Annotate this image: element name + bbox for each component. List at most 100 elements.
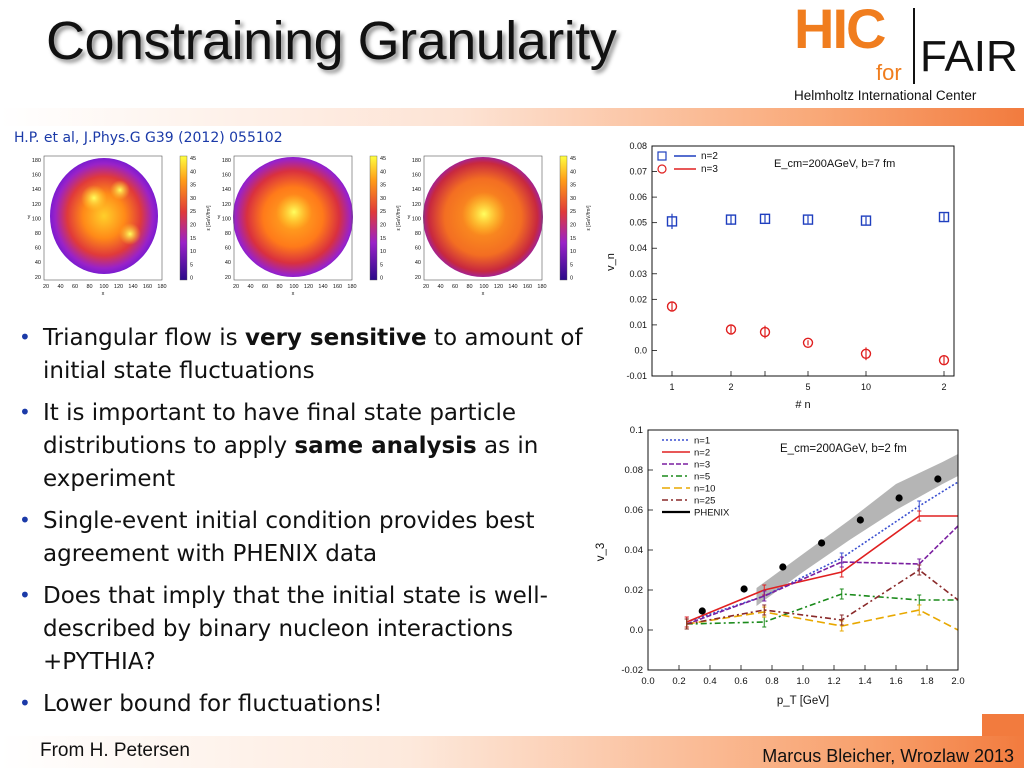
heatmap-y-tick: 180 bbox=[412, 158, 421, 164]
heatmap-hotspot bbox=[81, 185, 107, 211]
heatmap-x-tick: 140 bbox=[318, 284, 327, 290]
colorbar-tick: 10 bbox=[380, 249, 386, 255]
data-point bbox=[725, 324, 737, 335]
colorbar-tick: 5 bbox=[190, 262, 193, 268]
heatmap-hotspot bbox=[110, 180, 130, 200]
x-axis-label: # n bbox=[795, 399, 810, 411]
heatmap-y-label: y bbox=[28, 214, 31, 220]
data-point bbox=[759, 213, 771, 225]
y-tick-label: 0.02 bbox=[625, 585, 644, 596]
x-tick-label: 2 bbox=[728, 382, 733, 392]
heatmap-x-tick: 60 bbox=[262, 284, 268, 290]
phenix-data-point bbox=[698, 607, 706, 615]
x-tick-label: 0.8 bbox=[765, 676, 778, 687]
footer-source: From H. Petersen bbox=[40, 740, 190, 761]
bullet-item: • Lower bound for fluctuations! bbox=[18, 688, 598, 721]
colorbar-label: ε [GeV/fm³] bbox=[206, 205, 212, 231]
y-tick-label: 0.0 bbox=[630, 625, 643, 636]
legend-label: n=3 bbox=[701, 164, 718, 175]
x-tick-label: 1.2 bbox=[827, 676, 840, 687]
colorbar-tick: 15 bbox=[190, 236, 196, 242]
heatmap-x-tick: 120 bbox=[114, 284, 123, 290]
heatmap-hotspot bbox=[276, 194, 312, 230]
colorbar-tick: 20 bbox=[570, 223, 576, 229]
y-tick-label: 0.04 bbox=[629, 243, 647, 253]
data-point bbox=[860, 348, 872, 359]
colorbar-tick: 5 bbox=[570, 262, 573, 268]
colorbar-tick: 35 bbox=[190, 183, 196, 189]
bullet-list: • Triangular flow is very sensitive to am… bbox=[18, 322, 598, 730]
phenix-data-point bbox=[895, 494, 903, 502]
page-title: Constraining Granularity bbox=[46, 11, 617, 71]
y-tick-label: 0.03 bbox=[629, 269, 647, 279]
footer-author: Marcus Bleicher, Wrozlaw 2013 bbox=[762, 746, 1014, 766]
v3-vs-pt-chart: 0.10.080.060.040.020.0-0.020.0 0.2 0.4 0.6 0… bbox=[595, 425, 965, 707]
plot-frame bbox=[651, 145, 955, 377]
heatmap-x-tick: 80 bbox=[466, 284, 472, 290]
heatmap-frame bbox=[423, 155, 543, 281]
heatmap-x-tick: 160 bbox=[523, 284, 532, 290]
colorbar-tick: 40 bbox=[190, 169, 196, 175]
colorbar-tick: 30 bbox=[380, 196, 386, 202]
colorbar-tick: 10 bbox=[570, 249, 576, 255]
heatmap-y-tick: 100 bbox=[32, 216, 41, 222]
chart-annotation: E_cm=200AGeV, b=7 fm bbox=[774, 158, 895, 170]
heatmap-x-tick: 140 bbox=[128, 284, 137, 290]
data-point bbox=[938, 211, 950, 223]
heatmap-y-tick: 140 bbox=[32, 187, 41, 193]
data-point bbox=[802, 214, 814, 225]
colorbar-tick: 0 bbox=[190, 276, 193, 282]
bullet-item: • Does that imply that the initial state … bbox=[18, 580, 598, 679]
data-point bbox=[802, 337, 814, 348]
x-tick-label: 1 bbox=[669, 382, 674, 392]
heatmap-colorbar bbox=[559, 155, 568, 281]
header-gradient-bar bbox=[0, 108, 1024, 126]
colorbar-tick: 25 bbox=[190, 209, 196, 215]
colorbar-tick: 0 bbox=[570, 276, 573, 282]
heatmap-x-label: x bbox=[292, 291, 295, 297]
x-tick-label: 2.0 bbox=[951, 676, 964, 687]
heatmap-y-tick: 20 bbox=[35, 275, 41, 281]
y-tick-label: 0.08 bbox=[625, 465, 644, 476]
y-tick-label: 0.08 bbox=[629, 141, 647, 151]
heatmap-y-tick: 180 bbox=[32, 158, 41, 164]
legend-label: n=2 bbox=[694, 448, 710, 459]
heatmap-y-tick: 120 bbox=[32, 202, 41, 208]
heatmap-x-tick: 180 bbox=[157, 284, 166, 290]
reference-citation: H.P. et al, J.Phys.G G39 (2012) 055102 bbox=[14, 130, 283, 146]
data-point bbox=[759, 326, 771, 338]
heatmap-y-tick: 80 bbox=[35, 231, 41, 237]
heatmap-x-tick: 180 bbox=[347, 284, 356, 290]
y-tick-label: -0.02 bbox=[621, 665, 643, 676]
bullet-dot-icon: • bbox=[19, 583, 31, 607]
phenix-data-point bbox=[934, 475, 942, 483]
series-line bbox=[686, 525, 959, 625]
x-axis-label: p_T [GeV] bbox=[777, 695, 829, 707]
y-tick-label: 0.1 bbox=[630, 425, 643, 436]
logo-divider bbox=[913, 8, 915, 84]
colorbar-tick: 10 bbox=[190, 249, 196, 255]
legend-label: n=25 bbox=[694, 496, 715, 507]
y-tick-label: 0.07 bbox=[629, 167, 647, 177]
heatmap-x-tick: 140 bbox=[508, 284, 517, 290]
heatmap-x-label: x bbox=[482, 291, 485, 297]
colorbar-tick: 30 bbox=[570, 196, 576, 202]
heatmap-blob bbox=[50, 158, 158, 274]
legend-label: n=10 bbox=[694, 484, 715, 495]
legend-label: n=3 bbox=[694, 460, 710, 471]
colorbar-tick: 25 bbox=[570, 209, 576, 215]
phenix-data-point bbox=[856, 516, 864, 524]
heatmap-y-tick: 100 bbox=[222, 216, 231, 222]
x-tick-label: 0.2 bbox=[672, 676, 685, 687]
heatmap-y-tick: 120 bbox=[412, 202, 421, 208]
colorbar-tick: 40 bbox=[380, 169, 386, 175]
heatmap-x-tick: 120 bbox=[304, 284, 313, 290]
colorbar-label: ε [GeV/fm³] bbox=[396, 205, 402, 231]
bullet-dot-icon: • bbox=[19, 508, 31, 532]
heatmap-y-tick: 120 bbox=[222, 202, 231, 208]
heatmap-x-label: x bbox=[102, 291, 105, 297]
colorbar-tick: 45 bbox=[380, 156, 386, 162]
heatmap-frame bbox=[43, 155, 163, 281]
heatmap-y-label: y bbox=[408, 214, 411, 220]
